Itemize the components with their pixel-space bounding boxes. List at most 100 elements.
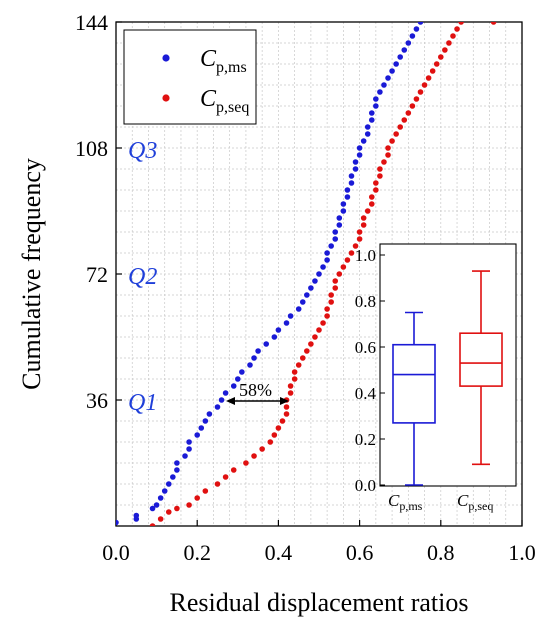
scatter-point [182, 453, 188, 459]
scatter-point [344, 187, 351, 193]
scatter-series [116, 22, 497, 526]
scatter-point [389, 68, 395, 74]
scatter-point [206, 411, 213, 417]
scatter-point [170, 474, 176, 480]
scatter-point [458, 22, 464, 25]
scatter-point [413, 96, 420, 102]
annotation-arrowhead-left [226, 397, 235, 405]
scatter-point [385, 145, 391, 151]
scatter-point [174, 460, 180, 466]
scatter-point [283, 320, 290, 326]
scatter-point [373, 103, 379, 109]
scatter-point [153, 502, 160, 508]
quartile-label-q2: Q2 [128, 264, 157, 290]
scatter-point [417, 22, 424, 25]
scatter-point [149, 523, 156, 526]
scatter-point [352, 159, 359, 165]
scatter-point [332, 278, 339, 284]
scatter-point [433, 61, 440, 67]
scatter-point [328, 292, 334, 298]
scatter-point [385, 152, 391, 158]
scatter-point [222, 390, 229, 396]
inset-y-tick-label: 0.8 [355, 292, 376, 311]
y-tick-label: 72 [86, 262, 108, 287]
scatter-point [214, 481, 221, 487]
scatter-point [251, 453, 257, 459]
legend-marker-seq [162, 94, 170, 102]
scatter-point [239, 369, 245, 375]
scatter-point [381, 82, 387, 88]
scatter-point [271, 432, 278, 438]
scatter-point [214, 404, 221, 410]
annotation-arrowhead-right [280, 397, 289, 405]
x-tick-label: 0.4 [265, 540, 293, 565]
scatter-point [230, 383, 237, 389]
scatter-point [312, 278, 318, 284]
scatter-point [344, 257, 351, 263]
scatter-point [287, 390, 294, 396]
x-tick-labels: 0.0 0.2 0.4 0.6 0.8 1.0 [102, 540, 536, 565]
scatter-point [373, 180, 379, 186]
scatter-point [364, 131, 371, 137]
scatter-point [320, 320, 326, 326]
scatter-point [308, 341, 314, 347]
scatter-point [446, 40, 452, 46]
scatter-point [356, 145, 363, 151]
scatter-point [324, 250, 330, 256]
scatter-point [397, 54, 404, 60]
scatter-point [186, 502, 192, 508]
scatter-point [255, 348, 261, 354]
quartile-label-q1: Q1 [128, 390, 157, 416]
scatter-point [222, 474, 229, 480]
x-tick-label: 0.6 [346, 540, 374, 565]
scatter-point [409, 103, 416, 109]
scatter-point [409, 33, 416, 39]
scatter-point [275, 327, 282, 333]
inset-y-tick-label: 0.6 [355, 338, 376, 357]
scatter-point [421, 82, 428, 88]
series-p-ms [116, 22, 424, 526]
scatter-point [438, 54, 444, 60]
scatter-point [348, 180, 355, 186]
scatter-point [356, 229, 363, 235]
scatter-point [157, 495, 164, 501]
scatter-point [116, 519, 119, 526]
scatter-point [149, 505, 156, 512]
scatter-point [340, 264, 347, 270]
scatter-point [413, 26, 420, 32]
scatter-point [332, 285, 339, 291]
inset-category-label-ms: Cp,ms [388, 491, 423, 513]
scatter-point [344, 194, 351, 200]
scatter-point [324, 257, 330, 263]
scatter-point [283, 404, 290, 410]
y-tick-label: 36 [86, 388, 108, 413]
legend-label-seq: Cp,seq [200, 86, 249, 116]
series-p-seq [149, 22, 497, 526]
scatter-point [360, 138, 367, 144]
scatter-point [348, 173, 355, 179]
box-p-seq [459, 270, 503, 466]
inset-boxplot: 0.0 0.2 0.4 0.6 0.8 1.0 Cp,ms Cp,seq [355, 243, 517, 513]
scatter-point [393, 61, 399, 67]
scatter-point [161, 488, 168, 494]
scatter-point [247, 362, 253, 368]
scatter-point [295, 362, 302, 368]
scatter-point [174, 467, 180, 473]
inset-y-tick-labels: 0.0 0.2 0.4 0.6 0.8 1.0 [355, 246, 377, 495]
scatter-point [385, 75, 391, 81]
legend-marker-ms [162, 54, 170, 62]
x-axis-label: Residual displacement ratios [170, 588, 469, 617]
scatter-point [316, 327, 322, 333]
scatter-point [157, 516, 164, 522]
scatter-point [348, 250, 355, 256]
scatter-point [336, 222, 343, 228]
scatter-point [320, 264, 326, 270]
legend-box [123, 29, 257, 125]
y-axis-label: Cumulative frequency [17, 158, 46, 390]
scatter-point [356, 236, 363, 242]
scatter-point [295, 306, 302, 312]
scatter-point [356, 152, 363, 158]
scatter-point [340, 208, 347, 214]
scatter-point [324, 306, 330, 312]
scatter-point [230, 467, 237, 473]
